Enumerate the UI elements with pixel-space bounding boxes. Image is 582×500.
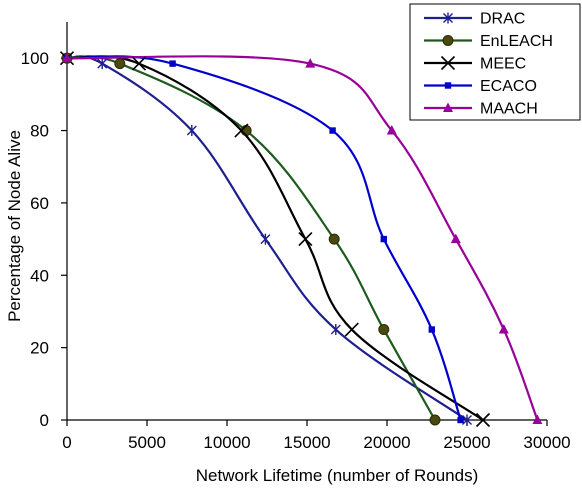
legend-marker-maach [443, 102, 453, 112]
data-point-enleach [429, 414, 441, 426]
legend-label-drac: DRAC [480, 11, 525, 28]
data-point-enleach [114, 58, 126, 70]
data-point-meec [131, 56, 147, 71]
data-point-ecaco [457, 416, 464, 424]
data-point-drac [186, 125, 197, 137]
legend-item-ecaco: ECACO [424, 78, 537, 95]
data-point-ecaco [380, 235, 387, 243]
legend-item-maach: MAACH [424, 101, 538, 118]
legend-marker-ecaco [444, 82, 452, 89]
x-tick-label: 5000 [128, 433, 166, 452]
data-point-drac [97, 58, 108, 70]
legend-label-ecaco: ECACO [480, 78, 537, 95]
y-tick-label: 60 [30, 194, 49, 213]
y-tick-label: 80 [30, 122, 49, 141]
legend-label-enleach: EnLEACH [480, 33, 553, 50]
y-tick-label: 20 [30, 339, 49, 358]
data-point-drac [330, 324, 341, 336]
data-point-meec [298, 232, 313, 247]
data-point-enleach [378, 324, 390, 336]
data-point-meec [344, 322, 359, 337]
legend-marker-enleach [442, 35, 454, 46]
x-axis-title: Network Lifetime (number of Rounds) [196, 466, 479, 485]
data-point-meec [475, 412, 491, 428]
legend-item-enleach: EnLEACH [424, 33, 553, 50]
series-markers-meec [59, 51, 491, 428]
data-point-ecaco [428, 326, 435, 333]
series-markers-maach [62, 52, 543, 424]
x-tick-label: 20000 [363, 433, 410, 452]
data-point-maach [498, 324, 509, 334]
legend-item-drac: DRAC [424, 11, 525, 28]
x-tick-label: 0 [62, 433, 71, 452]
series-markers [59, 51, 543, 428]
legend-marker-meec [440, 55, 456, 71]
data-point-ecaco [329, 127, 336, 134]
series-markers-ecaco [63, 54, 464, 424]
data-point-drac [462, 414, 472, 426]
x-tick-label: 15000 [283, 433, 330, 452]
data-point-maach [450, 233, 461, 244]
legend: DRAC EnLEACH MEEC ECACO MAACH [409, 3, 581, 121]
x-tick-label: 10000 [203, 433, 250, 452]
legend-item-meec: MEEC [424, 56, 526, 73]
legend-label-meec: MEEC [480, 56, 526, 73]
legend-label-maach: MAACH [480, 101, 538, 118]
data-point-maach [532, 414, 543, 424]
y-tick-label: 100 [21, 49, 49, 68]
legend-marker-drac [443, 12, 453, 24]
y-axis-title: Percentage of Node Alive [5, 130, 24, 322]
data-point-enleach [328, 233, 340, 245]
axes: 0 20 40 60 80 100 0 5000 10000 15000 20000 25000 300… [21, 22, 571, 452]
x-tick-label: 30000 [523, 433, 570, 452]
series-line-enleach [66, 55, 436, 421]
data-point-drac [260, 233, 271, 245]
y-tick-label: 40 [30, 266, 49, 285]
data-point-meec [234, 123, 249, 138]
x-tick-label: 25000 [443, 433, 490, 452]
y-tick-label: 0 [40, 411, 49, 430]
data-point-maach [386, 125, 397, 135]
data-point-maach [305, 58, 316, 68]
data-point-ecaco [169, 60, 176, 67]
data-point-enleach [240, 125, 252, 137]
data-point-maach [62, 52, 72, 63]
